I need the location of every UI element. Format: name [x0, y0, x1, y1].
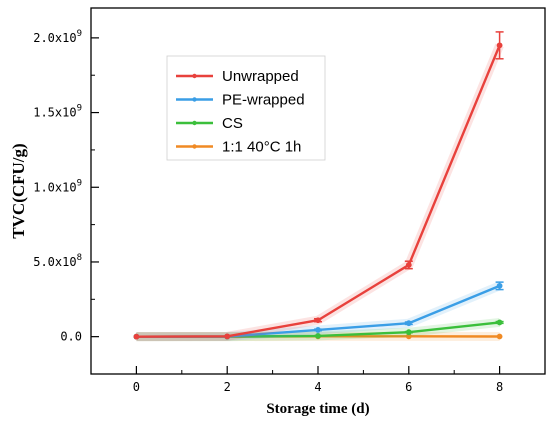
data-point: [405, 262, 412, 268]
x-tick-label: 4: [314, 380, 321, 394]
legend-marker: [192, 73, 197, 79]
data-point: [496, 282, 503, 289]
data-point: [405, 329, 412, 336]
x-tick-label: 2: [224, 380, 231, 394]
y-tick-label: 1.0x109: [33, 178, 82, 194]
legend-marker: [192, 97, 197, 102]
x-axis-title: Storage time (d): [266, 401, 369, 417]
data-point: [496, 42, 503, 49]
legend-marker: [192, 144, 197, 149]
y-tick-label: 5.0x108: [33, 253, 82, 269]
x-tick-label: 0: [133, 380, 140, 394]
data-point: [315, 317, 321, 324]
legend-box: [166, 55, 326, 161]
data-point: [496, 333, 503, 340]
y-tick-label: 2.0x109: [33, 29, 82, 45]
x-tick-label: 8: [496, 380, 503, 394]
legend-label: PE-wrapped: [222, 92, 305, 109]
data-point: [315, 333, 321, 339]
legend: Unwrapped PE-wrapped CS 1:1 40°C 1h: [166, 55, 326, 161]
y-axis-ticks: 0.0 5.0x108 1.0x109 1.5x109 2.0x109: [33, 29, 99, 344]
y-tick-label: 1.5x109: [33, 104, 82, 120]
y-axis-title: TVC(CFU/g): [9, 143, 28, 238]
legend-label: CS: [222, 115, 243, 132]
data-point: [224, 333, 231, 340]
x-tick-label: 6: [405, 380, 412, 394]
legend-label: Unwrapped: [222, 68, 299, 85]
legend-marker: [192, 120, 197, 126]
y-tick-label: 0.0: [60, 330, 82, 344]
x-axis-ticks: 0 2 4 6 8: [133, 366, 503, 394]
legend-label: 1:1 40°C 1h: [222, 139, 301, 156]
series-layer: [133, 31, 504, 342]
data-point: [315, 327, 321, 333]
data-point: [133, 333, 140, 340]
data-point: [405, 320, 412, 327]
series-unwrapped: [133, 31, 504, 342]
data-point: [496, 319, 503, 326]
